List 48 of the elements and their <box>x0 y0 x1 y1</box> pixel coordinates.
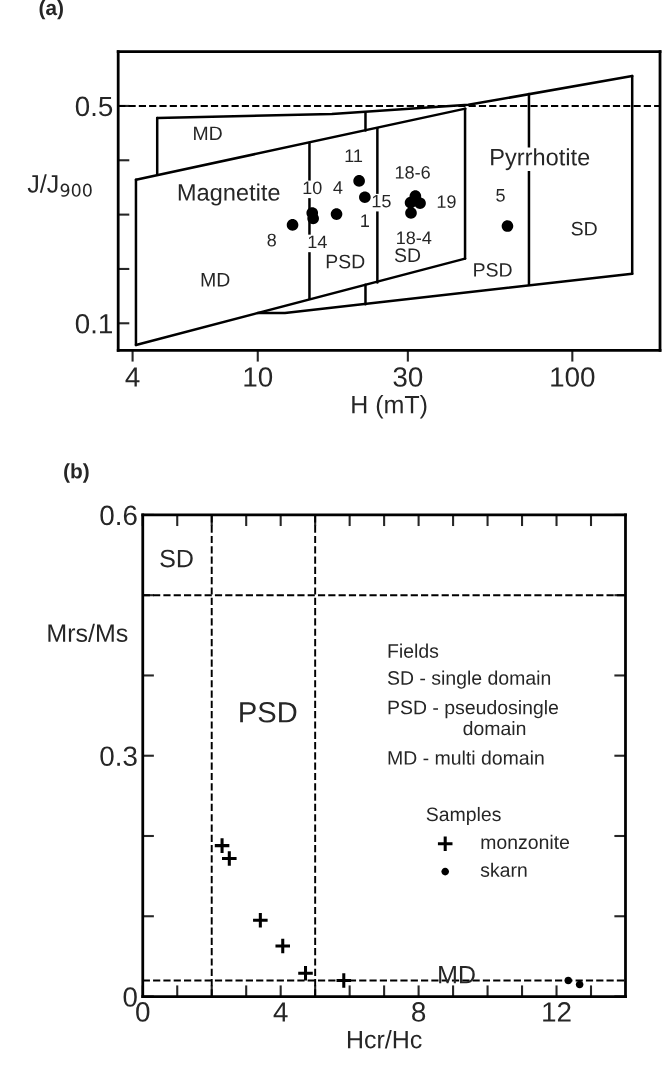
annotation: SD <box>160 549 193 568</box>
y-tick-label: 0 <box>123 987 137 1007</box>
x-tick-label: 8 <box>412 1002 426 1022</box>
y-tick-label: 0.5 <box>75 96 113 117</box>
y-tick-label: 0.3 <box>100 746 137 767</box>
annotation: PSD <box>240 701 297 723</box>
annotation: 5 <box>496 189 505 202</box>
annotation: 8 <box>267 233 276 247</box>
annotation: Pyrrhotite <box>491 148 590 171</box>
annotation: 18-4 <box>397 231 432 245</box>
annotation: MD <box>194 126 222 141</box>
annotation: MD <box>439 966 475 984</box>
chart-title: (b) <box>64 463 89 483</box>
annotation: 1 <box>361 214 369 227</box>
annotation: SD <box>571 221 597 236</box>
annotation: 15 <box>372 194 391 208</box>
legend-label: monzonite <box>481 834 570 850</box>
annotation: 19 <box>437 195 456 209</box>
annotation: 14 <box>308 235 327 249</box>
x-axis-title: Hcr/Hc <box>347 1030 422 1049</box>
y-tick-label: 0.1 <box>75 313 112 334</box>
x-tick-label: 4 <box>273 1002 288 1022</box>
annotation: SD <box>394 248 421 263</box>
x-tick-label: 10 <box>244 367 273 387</box>
legend-title: Samples <box>426 806 501 826</box>
x-tick-label: 0 <box>136 1002 150 1022</box>
x-axis-title: H (mT) <box>352 395 427 419</box>
x-tick-label: 30 <box>393 367 423 387</box>
annotation: Magnetite <box>178 183 280 206</box>
x-tick-label: 4 <box>125 367 140 387</box>
y-axis-title: Mrs/Ms <box>48 623 128 643</box>
annotation: SD - single domain <box>387 670 551 689</box>
y-tick-label: 0.6 <box>100 505 137 526</box>
annotation: 10 <box>303 181 322 195</box>
annotation: MD - multi domain <box>388 750 544 765</box>
x-tick-label: 12 <box>543 1002 571 1022</box>
annotation: PSD <box>474 263 512 277</box>
annotation: PSD <box>326 254 365 269</box>
annotation: 18-6 <box>395 165 430 179</box>
annotation: 4 <box>333 181 343 194</box>
annotation: MD <box>201 273 230 287</box>
y-axis-title: J/J$_{900}$ <box>27 174 92 197</box>
x-tick-label: 100 <box>551 367 595 387</box>
legend-label: skarn <box>480 862 527 877</box>
chart-title: (a) <box>39 0 63 20</box>
annotation: Fields <box>388 643 439 658</box>
annotation: PSD - pseudosingle domain <box>388 700 559 736</box>
annotation: 11 <box>345 149 363 162</box>
